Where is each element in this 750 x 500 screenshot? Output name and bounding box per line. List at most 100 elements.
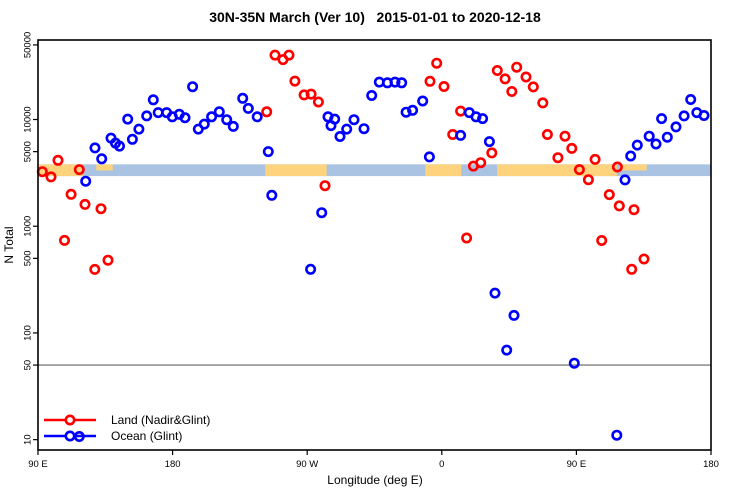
data-point-ocean <box>625 150 637 162</box>
y-tick-label: 50000 <box>23 32 34 58</box>
surface-band-land-segment <box>265 164 327 177</box>
data-point-land <box>566 142 578 154</box>
data-point-land <box>520 71 532 83</box>
data-point-ocean <box>619 174 631 186</box>
y-tick-label: 500 <box>23 250 34 266</box>
data-point-land <box>603 189 615 201</box>
data-point-land <box>475 157 487 169</box>
data-point-ocean <box>568 357 580 369</box>
data-point-ocean <box>114 140 126 152</box>
data-point-ocean <box>213 106 225 118</box>
data-point-land <box>613 200 625 212</box>
data-point-ocean <box>126 133 138 145</box>
legend-label-land: Land (Nadir&Glint) <box>111 413 211 427</box>
data-point-ocean <box>251 111 263 123</box>
data-point-ocean <box>80 175 92 187</box>
data-point-ocean <box>407 104 419 116</box>
data-point-land <box>455 105 467 117</box>
surface-band-land-segment <box>38 164 83 177</box>
data-point-ocean <box>643 130 655 142</box>
data-point-land <box>73 164 85 176</box>
data-point-ocean <box>358 123 370 135</box>
data-point-land <box>89 263 101 275</box>
data-point-ocean <box>262 146 274 158</box>
data-point-ocean <box>489 287 501 299</box>
y-tick-label: 1000 <box>23 216 34 237</box>
data-point-land <box>261 106 273 118</box>
data-point-ocean <box>423 151 435 163</box>
data-point-ocean <box>96 153 108 165</box>
land-series-symbol-icon <box>44 414 96 426</box>
data-point-land <box>461 232 473 244</box>
data-point-ocean <box>611 429 623 441</box>
data-point-ocean <box>396 77 408 89</box>
data-point-ocean <box>221 114 233 126</box>
data-point-land <box>79 198 91 210</box>
data-point-land <box>438 81 450 93</box>
data-point-ocean <box>650 138 662 150</box>
data-point-ocean <box>348 114 360 126</box>
surface-band-land-segment <box>96 164 113 171</box>
data-point-ocean <box>661 131 673 143</box>
x-tick-label: 180 <box>703 459 719 470</box>
data-point-land <box>424 75 436 87</box>
data-point-ocean <box>266 189 278 201</box>
data-point-ocean <box>631 139 643 151</box>
data-point-ocean <box>141 110 153 122</box>
data-point-ocean <box>678 110 690 122</box>
data-point-ocean <box>179 112 191 124</box>
plot-border <box>37 39 712 451</box>
x-tick-label: 90 E <box>567 459 587 470</box>
data-point-land <box>582 174 594 186</box>
x-tick-label: 180 <box>165 459 181 470</box>
chart-title: 30N-35N March (Ver 10) 2015-01-01 to 202… <box>209 9 541 25</box>
data-point-land <box>65 188 77 200</box>
data-point-ocean <box>187 81 199 93</box>
data-point-land <box>596 235 608 247</box>
data-point-ocean <box>417 95 429 107</box>
data-point-land <box>559 130 571 142</box>
data-point-land <box>611 161 623 173</box>
y-tick-label: 50 <box>23 360 34 371</box>
data-point-land <box>45 171 57 183</box>
data-point-ocean <box>366 90 378 102</box>
data-point-land <box>52 154 64 166</box>
data-point-ocean <box>122 113 134 125</box>
legend-item-land: Land (Nadir&Glint) <box>42 412 210 428</box>
y-tick-label: 5000 <box>23 141 34 162</box>
data-point-ocean <box>133 123 145 135</box>
data-point-ocean <box>206 111 218 123</box>
data-point-land <box>541 129 553 141</box>
data-point-ocean <box>455 129 467 141</box>
data-point-land <box>289 75 301 87</box>
data-point-land <box>589 153 601 165</box>
data-point-ocean <box>698 110 710 122</box>
data-point-land <box>552 152 564 164</box>
data-point-land <box>298 89 310 101</box>
data-point-ocean <box>147 94 159 106</box>
y-tick-label: 10000 <box>23 106 34 132</box>
data-point-ocean <box>316 207 328 219</box>
data-point-ocean <box>389 76 401 88</box>
legend-label-ocean: Ocean (Glint) <box>111 429 183 443</box>
surface-band-ocean <box>38 164 711 177</box>
data-point-ocean <box>334 131 346 143</box>
data-point-land <box>638 253 650 265</box>
legend-item-ocean: Ocean (Glint) <box>42 428 210 444</box>
x-tick-label: 0 <box>439 459 444 470</box>
data-point-land <box>102 254 114 266</box>
data-point-land <box>511 61 523 73</box>
data-point-land <box>431 57 443 69</box>
data-point-land <box>305 88 317 100</box>
data-point-land <box>626 263 638 275</box>
data-point-ocean <box>477 113 489 125</box>
data-point-land <box>527 81 539 93</box>
data-point-ocean <box>227 120 239 132</box>
data-point-ocean <box>508 309 520 321</box>
data-point-ocean <box>685 94 697 106</box>
data-point-ocean <box>470 111 482 123</box>
data-point-land <box>283 49 295 61</box>
data-point-land <box>506 86 518 98</box>
data-point-ocean <box>501 344 513 356</box>
